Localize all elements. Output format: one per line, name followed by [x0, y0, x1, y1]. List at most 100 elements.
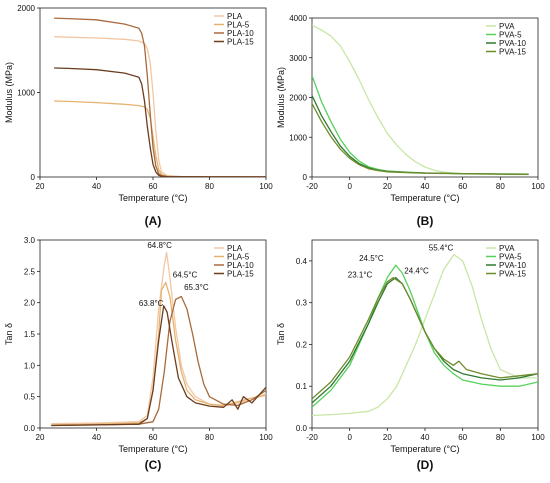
plot-area	[54, 17, 266, 177]
x-tick-label: 60	[149, 182, 158, 191]
x-tick-label: 80	[205, 433, 214, 442]
legend-entry: PLA-5	[227, 253, 250, 262]
x-tick-label: 20	[36, 433, 45, 442]
x-tick-label: 40	[421, 433, 430, 442]
panel-label: (D)	[417, 458, 434, 472]
peak-annotation: 55.4°C	[429, 243, 454, 252]
y-tick-label: 3.0	[24, 236, 36, 245]
legend-entry: PVA	[499, 22, 515, 31]
y-tick-label: 0.0	[24, 424, 36, 433]
peak-annotation: 23.1°C	[348, 271, 373, 280]
y-tick-label: 2000	[17, 4, 35, 13]
panel-label: (C)	[145, 458, 162, 472]
y-tick-label: 0.5	[24, 393, 36, 402]
series-line-pla-15	[51, 305, 266, 427]
x-tick-label: 20	[36, 182, 45, 191]
legend-entry: PVA-10	[499, 39, 527, 48]
x-axis-label: Temperature (°C)	[390, 193, 459, 203]
legend-entry: PLA-5	[227, 21, 250, 30]
x-tick-label: 40	[92, 433, 101, 442]
x-tick-label: 80	[205, 182, 214, 191]
plot-area	[312, 24, 529, 176]
panel-d: -20 0 20 40 60 80 100 0.0 0.1 0.2 0.3 0.4 Temperatur…	[276, 239, 545, 472]
panel-label: (A)	[145, 214, 162, 228]
y-tick-label: 0	[31, 173, 36, 182]
y-tick-label: 1000	[17, 89, 35, 98]
x-axis-label: Temperature (°C)	[390, 444, 459, 454]
y-tick-label: 1.5	[24, 330, 36, 339]
legend-entry: PVA-10	[499, 261, 527, 270]
series-line-pva-15	[312, 276, 538, 400]
series-line-pla	[54, 36, 266, 177]
x-tick-label: 0	[347, 433, 352, 442]
series-line-pva-15	[312, 103, 529, 175]
series-line-pva-5	[312, 75, 529, 175]
x-tick-label: 0	[347, 182, 352, 191]
x-tick-label: 100	[531, 182, 545, 191]
legend-entry: PLA-15	[227, 270, 254, 279]
series-line-pva	[312, 253, 538, 417]
legend-entry: PLA-15	[227, 38, 254, 47]
y-tick-label: 4000	[289, 14, 307, 23]
y-tick-label: 1.0	[24, 361, 36, 370]
x-tick-label: 60	[149, 433, 158, 442]
y-axis-label: Tan δ	[4, 323, 14, 345]
peak-annotation: 64.5°C	[173, 271, 198, 280]
panel-label: (B)	[417, 214, 434, 228]
legend-entry: PVA-5	[499, 253, 522, 262]
y-tick-label: 0.3	[296, 299, 308, 308]
y-tick-label: 0.0	[296, 424, 308, 433]
x-axis-label: Temperature (°C)	[118, 444, 187, 454]
y-tick-label: 0.1	[296, 382, 308, 391]
legend-entry: PLA-10	[227, 261, 254, 270]
x-tick-label: -20	[306, 433, 318, 442]
panel-b: -20 0 20 40 60 80 10001000200030004000Temperat…	[276, 14, 545, 228]
y-tick-label: 2.5	[24, 267, 36, 276]
y-tick-label: 0.2	[296, 340, 308, 349]
y-axis-label: Modulus (MPa)	[4, 62, 14, 123]
plot-area	[312, 253, 538, 417]
legend-entry: PLA-10	[227, 29, 254, 38]
peak-annotation: 64.8°C	[147, 241, 172, 250]
legend-entry: PVA-15	[499, 48, 527, 57]
legend-entry: PLA	[227, 12, 243, 21]
plot-area	[51, 251, 266, 427]
legend-entry: PVA	[499, 244, 515, 253]
peak-annotation: 65.3°C	[184, 283, 209, 292]
x-tick-label: 100	[259, 433, 273, 442]
x-axis-label: Temperature (°C)	[118, 193, 187, 203]
series-line-pla-15	[54, 67, 266, 177]
x-tick-label: 100	[259, 182, 273, 191]
x-tick-label: 40	[421, 182, 430, 191]
x-tick-label: 60	[458, 433, 467, 442]
panel-c: 20 40 60 80 100 0.0 0.5 1.0 1.5 2.0 2.5 3.0 Temperat…	[4, 236, 273, 472]
x-tick-label: 20	[383, 182, 392, 191]
x-tick-label: 40	[92, 182, 101, 191]
peak-annotation: 24.5°C	[359, 254, 384, 263]
y-tick-label: 2000	[289, 94, 307, 103]
y-tick-label: 1000	[289, 133, 307, 142]
x-tick-label: 20	[383, 433, 392, 442]
legend-entry: PLA	[227, 244, 243, 253]
x-tick-label: 80	[496, 182, 505, 191]
y-tick-label: 3000	[289, 54, 307, 63]
x-tick-label: 60	[458, 182, 467, 191]
peak-annotation: 63.8°C	[139, 299, 164, 308]
y-tick-label: 0	[303, 173, 308, 182]
legend-entry: PVA-5	[499, 31, 522, 40]
y-axis-label: Tan δ	[276, 323, 286, 345]
y-axis-label: Modulus (MPa)	[276, 67, 286, 128]
series-line-pva-10	[312, 95, 529, 175]
x-tick-label: 80	[496, 433, 505, 442]
series-line-pva-5	[312, 264, 538, 408]
peak-annotation: 24.4°C	[404, 266, 429, 275]
x-tick-label: 100	[531, 433, 545, 442]
y-tick-label: 0.4	[296, 257, 308, 266]
series-line-pva-10	[312, 276, 538, 404]
legend-entry: PVA-15	[499, 270, 527, 279]
y-tick-label: 2.0	[24, 299, 36, 308]
series-line-pva	[312, 24, 529, 176]
x-tick-label: -20	[306, 182, 318, 191]
